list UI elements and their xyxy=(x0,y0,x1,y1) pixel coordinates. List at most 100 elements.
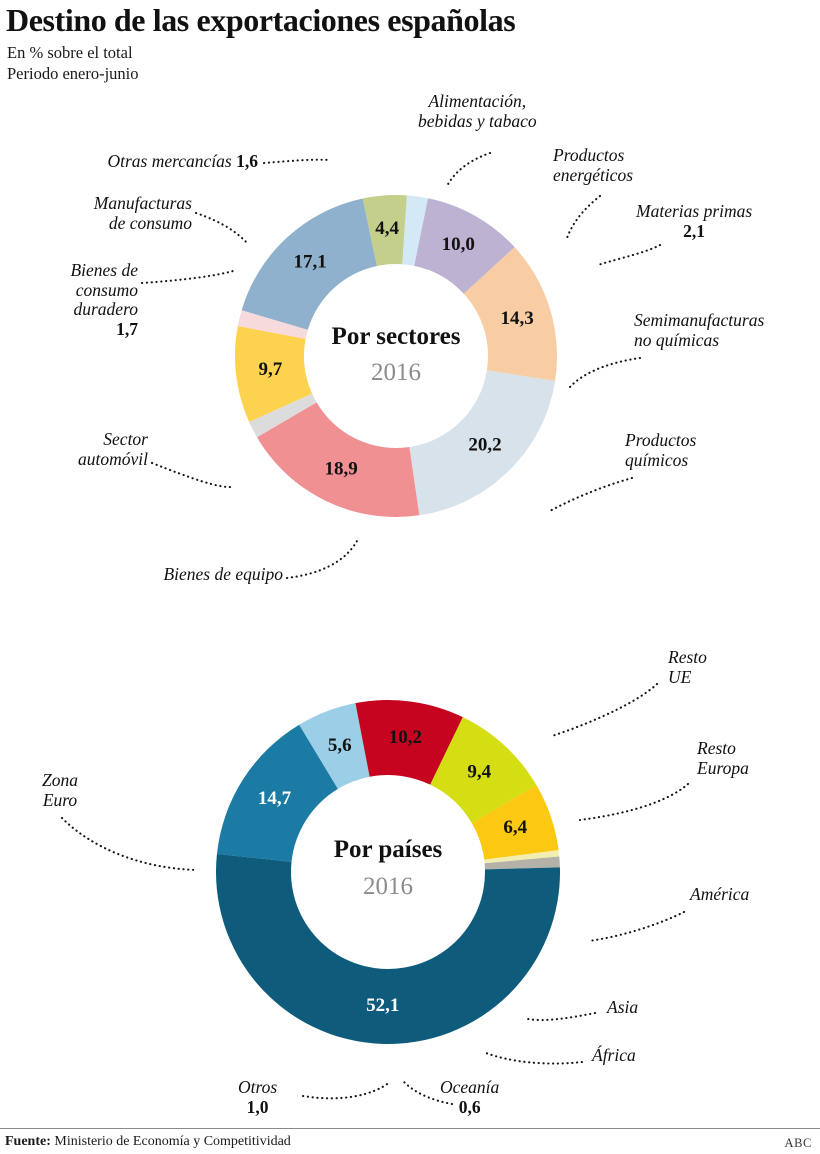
donut-slice xyxy=(216,854,560,1044)
callout-otras-mercancias: Otras mercancías 1,6 xyxy=(0,151,258,172)
brand-logo: ABC xyxy=(784,1136,812,1150)
slice-value-label: 5,6 xyxy=(328,735,352,756)
callout-energeticos-line1: Productos xyxy=(553,145,625,165)
callout-zona-euro: Zona Euro xyxy=(42,770,78,810)
sectors-center-year: 2016 xyxy=(371,359,421,386)
page-title: Destino de las exportaciones españolas xyxy=(6,2,516,38)
leader-energeticos xyxy=(564,194,602,243)
callout-america-text: América xyxy=(690,884,750,904)
slice-value-label: 4,4 xyxy=(375,218,399,239)
callout-materias-primas: Materias primas 2,1 xyxy=(636,201,752,241)
leader-semimanufacturas xyxy=(568,356,642,389)
callout-semimanufacturas: Semimanufacturas no químicas xyxy=(634,310,765,350)
slice-value-label: 10,0 xyxy=(442,234,475,255)
donut-slice xyxy=(241,198,377,330)
callout-oceania: Oceanía 0,6 xyxy=(440,1077,500,1117)
callout-duradero-value: 1,7 xyxy=(116,318,138,339)
callout-productos-quimicos: Productos químicos xyxy=(625,430,697,470)
donut-slice xyxy=(430,717,537,823)
donut-slice xyxy=(216,724,338,862)
donut-slice xyxy=(355,699,463,785)
callout-resto-europa: Resto Europa xyxy=(697,738,749,778)
callout-quimicos-line1: Productos xyxy=(625,430,697,450)
callout-equipo-text: Bienes de equipo xyxy=(163,564,283,584)
callout-otras-text: Otras mercancías xyxy=(107,151,237,171)
callout-resto-ue-line1: Resto xyxy=(668,647,707,667)
callout-semimanufacturas-line2: no químicas xyxy=(634,329,720,350)
donut-slice xyxy=(235,325,313,422)
callout-oceania-text: Oceanía xyxy=(440,1077,500,1097)
source-text: Ministerio de Economía y Competitividad xyxy=(50,1134,291,1149)
callout-asia-text: Asia xyxy=(607,997,639,1017)
leader-materias xyxy=(596,243,662,267)
callout-automovil-line2: automóvil xyxy=(78,448,148,469)
callout-semimanufacturas-line1: Semimanufacturas xyxy=(634,310,765,330)
leader-zona-euro xyxy=(60,816,198,872)
leader-resto-ue xyxy=(550,682,659,738)
donut-slice xyxy=(484,856,560,870)
donut-slice xyxy=(414,198,515,294)
slice-value-label: 14,7 xyxy=(258,788,292,809)
donut-slice xyxy=(484,850,560,864)
callout-america: América xyxy=(690,884,750,905)
callout-otras-value: 1,6 xyxy=(236,151,258,171)
callout-resto-europa-line2: Europa xyxy=(697,757,749,778)
slice-value-label: 9,4 xyxy=(467,762,491,783)
donut-slice xyxy=(237,310,308,339)
callout-otros: Otros 1,0 xyxy=(238,1077,278,1117)
countries-slice-group xyxy=(216,699,560,1044)
leader-otros xyxy=(301,1080,392,1100)
donut-slice xyxy=(299,703,370,789)
leader-alimentacion xyxy=(445,151,492,188)
callout-duradero-line2: consumo xyxy=(75,279,138,300)
callout-alimentacion-line1: Alimentación, xyxy=(428,91,527,111)
callout-energeticos: Productos energéticos xyxy=(553,145,634,185)
source-label: Fuente: xyxy=(5,1134,51,1149)
slice-value-label: 20,2 xyxy=(468,434,501,455)
slice-value-label: 18,9 xyxy=(325,458,358,479)
subtitle-percentage: En % sobre el total xyxy=(7,43,133,62)
leader-resto-europa xyxy=(578,782,690,822)
callout-resto-ue-line2: UE xyxy=(668,666,692,687)
callout-manufacturas-line1: Manufacturas xyxy=(93,193,192,213)
slice-value-label: 14,3 xyxy=(500,308,533,329)
callout-duradero-line3: duradero xyxy=(73,299,139,320)
slice-value-label: 6,4 xyxy=(503,817,527,838)
callout-resto-europa-line1: Resto xyxy=(697,738,736,758)
callout-oceania-value: 0,6 xyxy=(458,1096,481,1117)
donut-slice xyxy=(402,195,428,266)
donut-slice xyxy=(362,195,407,266)
leader-manufacturas xyxy=(194,211,250,246)
slice-value-label: 10,2 xyxy=(389,727,422,748)
callout-alimentacion: Alimentación, bebidas y tabaco xyxy=(418,91,537,131)
donut-slice xyxy=(463,247,557,382)
callout-manufacturas-line2: de consumo xyxy=(108,212,192,233)
callout-africa-text: África xyxy=(592,1045,636,1065)
callout-quimicos-line2: químicos xyxy=(625,449,689,470)
slice-value-label: 52,1 xyxy=(366,995,399,1016)
donut-slice xyxy=(256,402,420,517)
leader-otras xyxy=(262,158,332,165)
leader-quimicos xyxy=(546,476,634,514)
callout-otros-value: 1,0 xyxy=(246,1096,269,1117)
callout-bienes-consumo-duradero: Bienes de consumo duradero 1,7 xyxy=(0,260,139,339)
leader-duradero xyxy=(140,269,235,285)
slice-value-label: 17,1 xyxy=(294,251,327,272)
subtitle-period: Periodo enero-junio xyxy=(7,64,139,83)
leader-automovil xyxy=(150,461,234,489)
callout-materias-value: 2,1 xyxy=(683,220,706,241)
callout-energeticos-line2: energéticos xyxy=(553,164,634,185)
leader-asia xyxy=(526,1011,597,1022)
callout-alimentacion-line2: bebidas y tabaco xyxy=(418,110,537,131)
countries-value-labels: 14,7 5,6 10,2 9,4 6,4 52,1 xyxy=(258,727,528,1016)
callout-resto-ue: Resto UE xyxy=(668,647,707,687)
callout-zona-euro-line2: Euro xyxy=(42,789,78,810)
donut-slice xyxy=(249,393,317,438)
source-note: Fuente: Ministerio de Economía y Competi… xyxy=(5,1134,291,1150)
callout-zona-euro-line1: Zona xyxy=(42,770,78,790)
donut-slice xyxy=(409,370,556,516)
callout-otros-text: Otros xyxy=(238,1077,278,1097)
footer-divider xyxy=(0,1128,820,1129)
countries-center-year: 2016 xyxy=(363,873,413,900)
